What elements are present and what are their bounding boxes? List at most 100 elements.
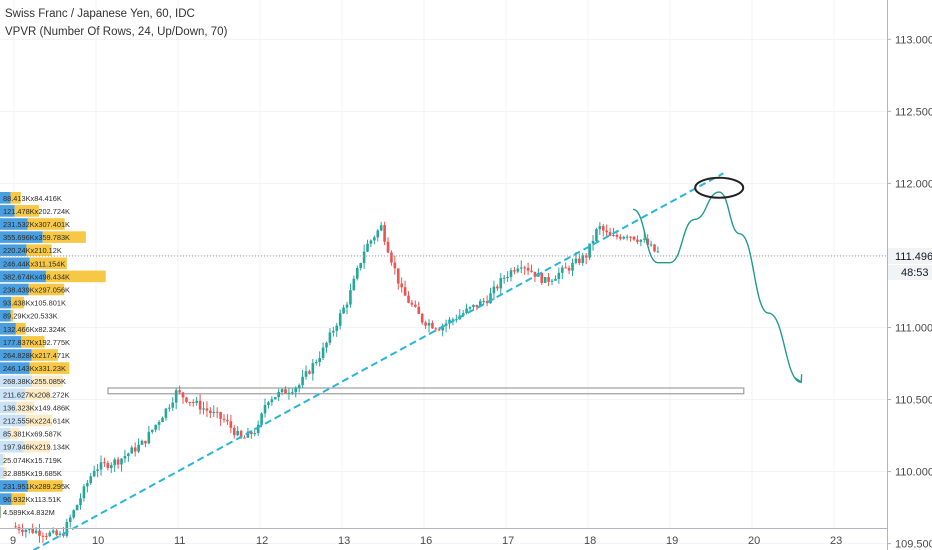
volume-bar-up: [0, 323, 16, 335]
volume-bar-up: [0, 427, 11, 440]
candle-body: [451, 319, 455, 321]
volume-bar-down: [11, 493, 26, 505]
candle-body: [294, 387, 298, 393]
candle-body: [482, 301, 485, 303]
time-tick-label: 20: [748, 535, 760, 547]
volume-bar-down: [28, 283, 65, 296]
volume-row-label: 220.24Kx210.12K: [3, 246, 62, 255]
candle-body: [215, 411, 219, 413]
candle-body: [496, 286, 499, 289]
trendline[interactable]: [14, 172, 724, 550]
symbol-title: Swiss Franc / Japanese Yen, 60, IDC: [5, 8, 195, 20]
price-tick-label: 112.500: [895, 106, 932, 118]
candle-body: [325, 342, 328, 348]
candle-body: [653, 244, 656, 252]
candle-body: [601, 226, 605, 231]
volume-row-label: 93.438Kx105.801K: [3, 299, 66, 308]
drawings[interactable]: [0, 172, 887, 550]
volume-bar-down: [16, 401, 35, 414]
candle-body: [130, 447, 134, 454]
candle-body: [338, 313, 342, 326]
candle-body: [82, 486, 86, 499]
candle-body: [116, 459, 120, 465]
volume-bar-down: [25, 388, 51, 401]
candle-body: [147, 431, 151, 444]
volume-bar-down: [10, 309, 14, 322]
candle-body: [557, 272, 561, 279]
candle-body: [150, 429, 154, 432]
candle-body: [444, 323, 448, 326]
volume-bar-up: [0, 296, 12, 309]
candle-body: [171, 402, 175, 408]
candle-body: [38, 530, 41, 536]
volume-row-label: 32.885Kx19.685K: [3, 469, 62, 478]
price-axis[interactable]: 109.500110.000110.500111.000111.500112.0…: [887, 0, 932, 550]
volume-bar-up: [0, 309, 11, 322]
time-tick-label: 19: [666, 535, 678, 547]
candle-body: [379, 225, 383, 231]
time-tick-label: 16: [420, 535, 432, 547]
support-zone-rect[interactable]: [107, 387, 745, 395]
volume-bar-down: [11, 296, 24, 309]
candle-body: [362, 251, 366, 264]
candle-body: [45, 535, 48, 537]
volume-bar-up: [0, 467, 4, 479]
time-tick-label: 9: [10, 535, 16, 547]
candle-body: [414, 304, 417, 307]
candle-body: [103, 462, 106, 464]
volume-row-label: 212.555Kx224.614K: [3, 417, 70, 426]
candle-body: [178, 390, 181, 393]
projection-path[interactable]: [632, 191, 802, 383]
candle-body: [24, 529, 28, 533]
candle-body: [256, 424, 260, 434]
price-tick-label: 113.000: [895, 34, 932, 46]
candle-body: [127, 453, 130, 457]
candle-body: [349, 290, 352, 305]
volume-bar-down: [29, 257, 67, 270]
current-price-badge[interactable]: [888, 248, 932, 265]
time-tick-label: 11: [174, 535, 185, 547]
volume-row-label: 197.946Kx219.134K: [3, 443, 70, 452]
candle-body: [304, 371, 308, 377]
time-tick-label: 23: [830, 535, 842, 547]
volume-bar-down: [42, 231, 86, 243]
candle-body: [246, 431, 250, 438]
candle-body: [174, 390, 178, 403]
volume-row-label: 382.674Kx498.434K: [3, 272, 70, 281]
volume-bar-down: [32, 375, 63, 387]
candle-body: [137, 444, 140, 452]
candle-body: [571, 262, 574, 271]
candle-body: [540, 272, 544, 283]
indicator-label: VPVR (Number Of Rows, 24, Up/Down, 70): [5, 26, 228, 38]
candle-body: [468, 307, 472, 309]
volume-row-label: 231.532Kx307.401K: [3, 220, 70, 229]
volume-bar-down: [31, 349, 58, 361]
target-ellipse[interactable]: [694, 176, 745, 199]
volume-bar-down: [27, 218, 65, 230]
candle-body: [58, 533, 62, 535]
candle-body: [321, 347, 325, 359]
candle-body: [366, 243, 369, 252]
candle-body: [226, 419, 229, 422]
candle-body: [113, 459, 116, 466]
time-axis[interactable]: 9 10 11 12 13 16 17 18 19 20 23: [0, 528, 887, 548]
candle-body: [441, 325, 444, 331]
candle-body: [48, 532, 52, 536]
candle-body: [584, 255, 588, 258]
candle-body: [461, 313, 465, 316]
volume-bar-up: [0, 257, 30, 270]
volume-bar-up: [0, 401, 17, 414]
candle-body: [598, 226, 602, 230]
candle-body: [595, 229, 598, 242]
volume-row-label: 89.29Kx20.533K: [3, 312, 58, 321]
candle-body: [478, 301, 482, 307]
candle-body: [386, 241, 390, 253]
candle-body: [21, 529, 24, 533]
volume-bar-up: [0, 454, 4, 466]
candle-body: [393, 262, 397, 269]
candle-body: [144, 440, 147, 444]
support-zone[interactable]: [107, 387, 745, 395]
candle-body: [51, 530, 55, 533]
candle-body: [27, 528, 31, 530]
